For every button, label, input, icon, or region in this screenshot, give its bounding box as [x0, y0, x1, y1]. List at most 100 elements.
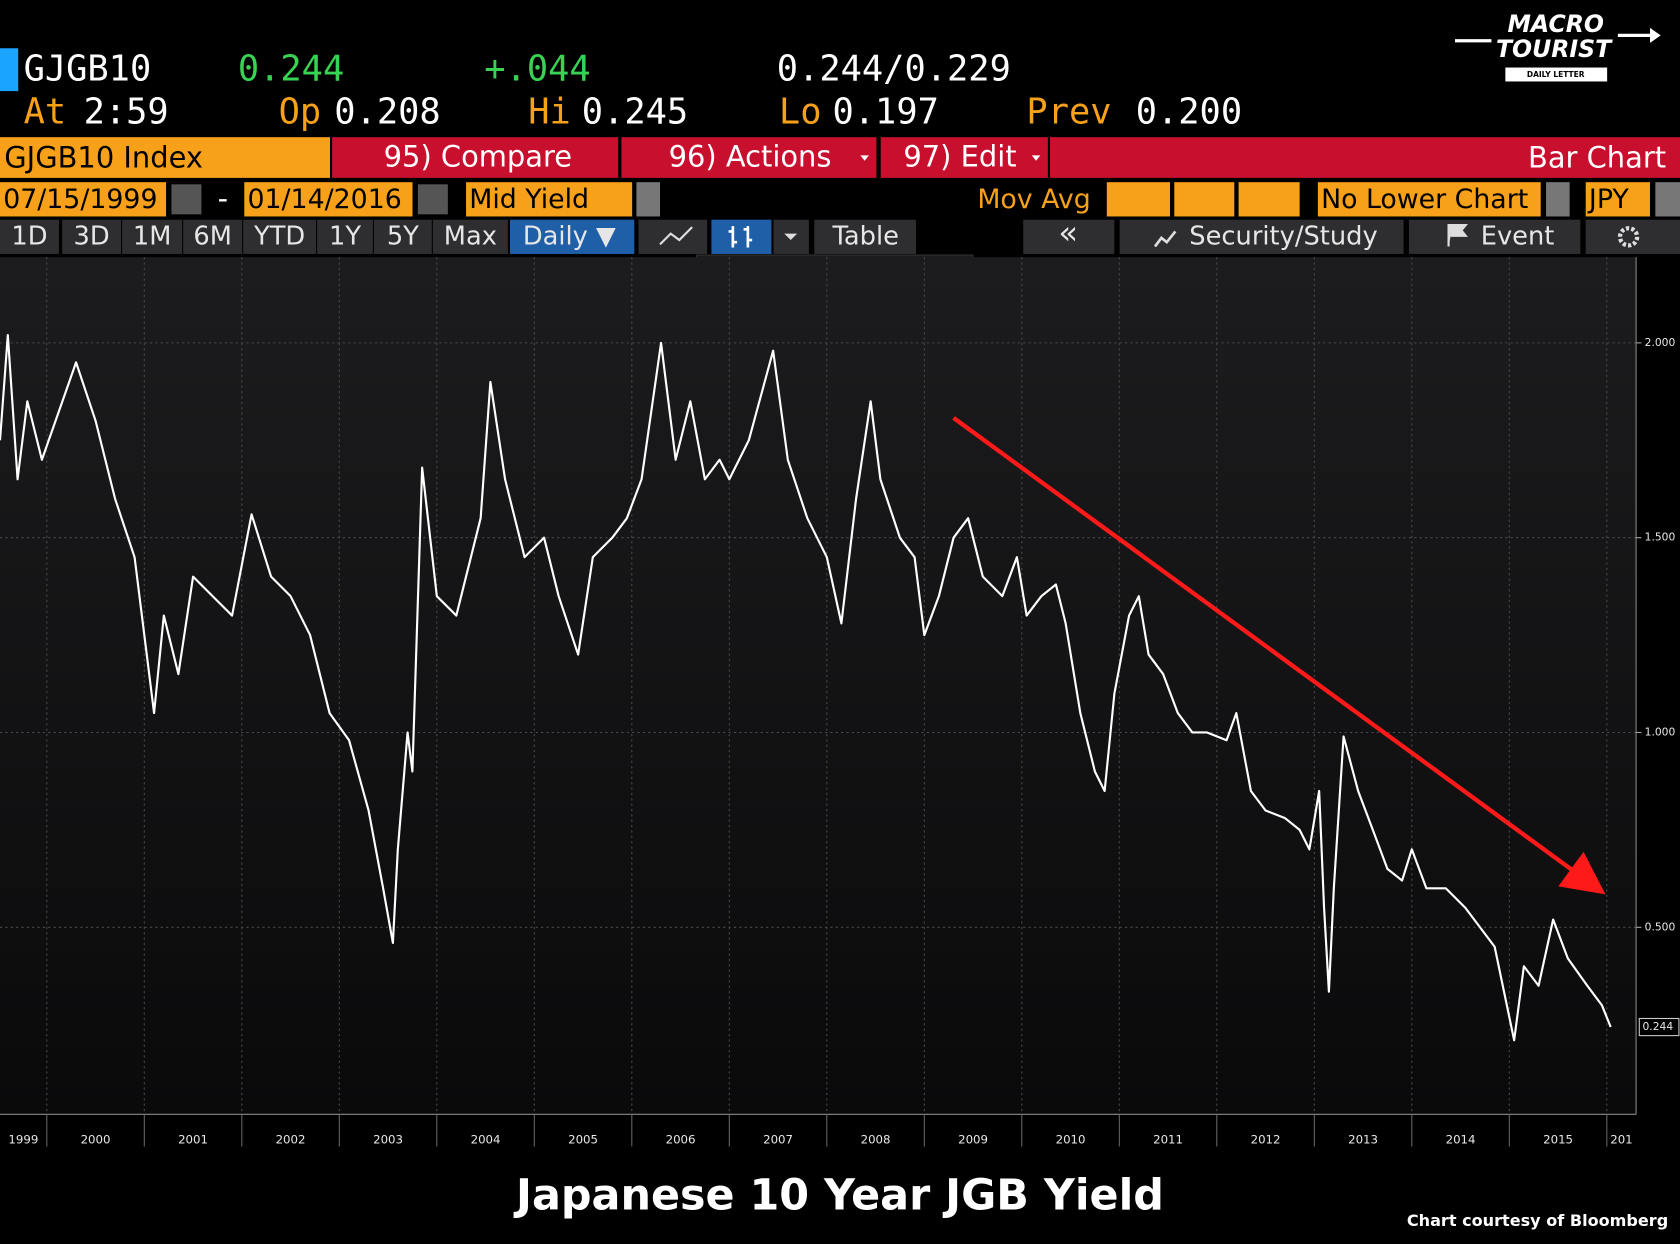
y-tick-label: 0.500 [1645, 920, 1676, 933]
edit-button[interactable] [880, 137, 1048, 178]
frequency-button[interactable] [510, 219, 635, 254]
change: +.044 [484, 49, 590, 90]
lower-chart-select[interactable] [1317, 182, 1541, 217]
x-tick-label: 2015 [1543, 1133, 1573, 1147]
at-time: 2:59 [84, 92, 169, 133]
currency-select[interactable] [1585, 182, 1650, 217]
compare-label: 95) Compare [384, 140, 572, 174]
high-value: 0.245 [582, 92, 688, 133]
lower-chart: No Lower Chart [1321, 184, 1528, 215]
open-label: Op [279, 92, 322, 133]
dropdown-arrow [1031, 155, 1041, 161]
x-tick-label: 2011 [1153, 1133, 1183, 1147]
period-button[interactable] [432, 219, 508, 254]
dropdown-arrow [860, 155, 869, 161]
period-label: 3D [74, 221, 110, 251]
dropdown-button[interactable] [1546, 182, 1570, 217]
y-tick-label: 1.000 [1645, 726, 1676, 739]
prev-label: Prev [1026, 92, 1111, 133]
mov-avg-field[interactable] [1238, 182, 1300, 217]
x-tick-label: 2008 [861, 1133, 891, 1147]
chart-type-bar [1050, 137, 1680, 178]
x-tick-label: 2013 [1348, 1133, 1378, 1147]
settings-button[interactable] [1585, 219, 1680, 254]
period-label: YTD [253, 221, 305, 251]
last-price: 0.244 [238, 49, 344, 90]
logo-arrowhead [1650, 27, 1661, 43]
period-button[interactable] [0, 219, 59, 254]
ticker-marker [0, 48, 19, 92]
x-tick-label: 2002 [276, 1133, 306, 1147]
calendar-button[interactable] [171, 184, 202, 215]
x-tick-label: 2004 [471, 1133, 501, 1147]
currency: JPY [1587, 184, 1629, 215]
compare-button[interactable] [332, 137, 619, 178]
yield-line [0, 333, 1612, 1042]
last-value-label: 0.244 [1643, 1020, 1674, 1033]
open-value: 0.208 [334, 92, 440, 133]
period-button[interactable] [243, 219, 317, 254]
calendar-button[interactable] [417, 184, 448, 215]
high-label: Hi [528, 92, 571, 133]
y-tick-label: 2.000 [1645, 336, 1676, 349]
logo-line3: DAILY LETTER [1527, 70, 1585, 79]
table: Table [831, 221, 898, 251]
period-label: 1Y [329, 221, 361, 251]
period-label: 6M [193, 221, 232, 251]
frequency: Daily ▼ [523, 221, 616, 251]
bid-ask: 0.244/0.229 [777, 49, 1011, 90]
period-button[interactable] [373, 219, 432, 254]
actions-button[interactable] [621, 137, 877, 178]
start-date-field[interactable] [0, 182, 167, 217]
x-tick-label: 1999 [8, 1133, 38, 1147]
line-icon [659, 226, 693, 246]
collapse-button[interactable] [1023, 219, 1115, 254]
trend-arrow [952, 416, 1606, 895]
security: GJGB10 Index [4, 141, 203, 175]
period-label: 5Y [387, 221, 419, 251]
x-tick-label: 2012 [1251, 1133, 1281, 1147]
x-tick-label: 2014 [1446, 1133, 1476, 1147]
x-tick-label: 2007 [763, 1133, 793, 1147]
period-buttons: 1D 3D 1M 6M YTD 1Y 5Y Max [0, 219, 508, 254]
at-label: At [24, 92, 67, 133]
mov-avg-field[interactable] [1106, 182, 1170, 217]
period-button[interactable] [122, 219, 183, 254]
x-tick-label: 2000 [81, 1133, 111, 1147]
field: Mid Yield [469, 184, 589, 215]
ticker: GJGB10 [24, 49, 152, 90]
credit: Chart courtesy of Bloomberg [1407, 1211, 1668, 1230]
bar-chart-button[interactable] [711, 219, 772, 254]
x-tick-label: 2006 [666, 1133, 696, 1147]
dropdown-arrow [784, 233, 798, 241]
event-button[interactable] [1408, 219, 1581, 254]
end-date-field[interactable] [244, 182, 413, 217]
security-field[interactable] [0, 137, 330, 178]
logo-line1: MACRO [1507, 10, 1603, 38]
logo-line2: TOURIST [1496, 35, 1613, 63]
period-label: 1D [11, 221, 47, 251]
period-button[interactable] [183, 219, 243, 254]
period-button[interactable] [62, 219, 122, 254]
logo: MACRO TOURIST DAILY LETTER [1455, 10, 1661, 82]
mov-avg-field[interactable] [1174, 182, 1235, 217]
period-label: 1M [133, 221, 172, 251]
collapse: « [1058, 214, 1078, 252]
table-button[interactable] [814, 219, 917, 254]
chart-title: Japanese 10 Year JGB Yield [513, 1170, 1164, 1220]
date-separator: - [218, 181, 228, 215]
prev-value: 0.200 [1136, 92, 1242, 133]
end-date: 01/14/2016 [247, 184, 401, 215]
period-button[interactable] [317, 219, 373, 254]
x-tick-label: 2009 [958, 1133, 988, 1147]
dropdown-button[interactable] [1655, 182, 1680, 217]
dropdown-button[interactable] [636, 182, 660, 217]
plot-area [0, 257, 1637, 1115]
line-chart-button[interactable] [638, 219, 708, 254]
security-study-button[interactable] [1119, 219, 1404, 254]
field-select[interactable] [466, 182, 633, 217]
mov-avg-label: Mov Avg [977, 184, 1090, 215]
low-label: Lo [779, 92, 822, 133]
bar-icon [728, 226, 753, 248]
